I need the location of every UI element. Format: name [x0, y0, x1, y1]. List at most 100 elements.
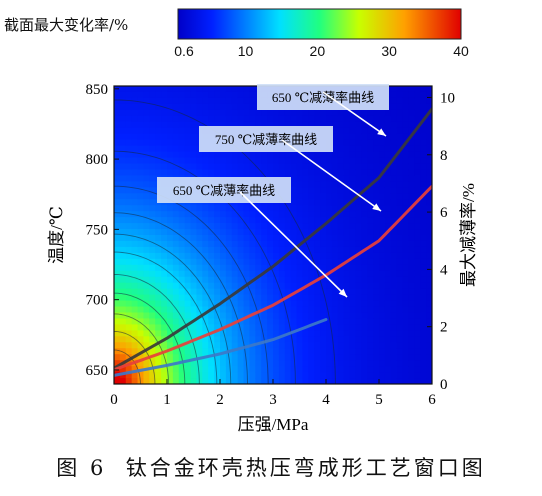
heatmap-cell: [143, 199, 150, 206]
heatmap-cell: [273, 121, 280, 129]
heatmap-cell: [390, 348, 398, 355]
heatmap-cell: [196, 223, 203, 230]
heatmap-cell: [119, 109, 127, 117]
heatmap-cell: [143, 133, 150, 141]
heatmap-cell: [155, 121, 162, 129]
heatmap-cell: [149, 139, 156, 147]
heatmap-cell: [384, 199, 392, 206]
heatmap-cell: [373, 294, 380, 302]
heatmap-cell: [331, 205, 339, 212]
heatmap-cell: [149, 115, 156, 123]
annotation-box: [257, 84, 389, 110]
heatmap-cell: [125, 103, 133, 111]
heatmap-cell: [249, 103, 256, 111]
heatmap-cell: [390, 264, 398, 272]
heatmap-cell: [390, 175, 398, 182]
heatmap-cell: [137, 121, 145, 129]
heatmap-cell: [290, 294, 298, 302]
heatmap-cell: [373, 193, 380, 200]
heatmap-cell: [290, 181, 298, 188]
heatmap-cell: [190, 348, 198, 355]
heatmap-cell: [261, 330, 268, 337]
heatmap-cell: [396, 348, 404, 355]
heatmap-cell: [384, 270, 392, 278]
heatmap-cell: [155, 229, 162, 236]
heatmap-cell: [379, 330, 386, 337]
annotation-arrow: [322, 91, 387, 137]
heatmap-cell: [208, 205, 215, 212]
heatmap-cell: [184, 354, 192, 361]
heatmap-cell: [379, 306, 386, 314]
heatmap-cell: [149, 378, 156, 384]
heatmap-cell: [214, 235, 221, 242]
heatmap-cell: [243, 306, 251, 314]
heatmap-cell: [190, 229, 198, 236]
heatmap-cell: [149, 187, 156, 194]
heatmap-cell: [361, 229, 368, 236]
heatmap-cell: [420, 217, 427, 224]
heatmap-cell: [125, 193, 133, 200]
heatmap-cell: [278, 312, 286, 320]
heatmap-cell: [190, 217, 198, 224]
heatmap-cell: [426, 86, 432, 93]
heatmap-cell: [172, 318, 180, 325]
heatmap-cell: [137, 258, 145, 266]
heatmap-cell: [261, 205, 268, 212]
heatmap-cell: [172, 366, 180, 373]
heatmap-cell: [161, 145, 168, 153]
heatmap-cell: [379, 193, 386, 200]
heatmap-cell: [402, 157, 410, 165]
heatmap-cell: [373, 163, 380, 171]
heatmap-cell: [131, 235, 139, 242]
heatmap-cell: [355, 372, 362, 379]
heatmap-cell: [373, 342, 380, 349]
heatmap-cell: [379, 372, 386, 379]
heatmap-cell: [261, 252, 268, 260]
heatmap-cell: [261, 324, 268, 331]
heatmap-cell: [167, 318, 174, 325]
heatmap-cell: [208, 342, 215, 349]
heatmap-cell: [384, 372, 392, 379]
heatmap-cell: [331, 163, 339, 171]
heatmap-cell: [149, 223, 156, 230]
heatmap-cell: [343, 145, 351, 153]
heatmap-cell: [355, 145, 362, 153]
heatmap-cell: [255, 378, 262, 384]
heatmap-cell: [278, 211, 286, 218]
heatmap-cell: [396, 157, 404, 165]
heatmap-cell: [155, 240, 162, 248]
heatmap-cell: [326, 378, 333, 384]
heatmap-cell: [149, 246, 156, 254]
heatmap-cell: [202, 240, 209, 248]
annotation-arrow: [239, 191, 348, 298]
heatmap-cell: [396, 127, 404, 135]
heatmap-cell: [426, 217, 432, 224]
heatmap-cell: [161, 264, 168, 272]
heatmap-cell: [396, 324, 404, 331]
heatmap-cell: [320, 264, 327, 272]
heatmap-cell: [414, 115, 421, 123]
heatmap-cell: [114, 246, 121, 254]
heatmap-cell: [349, 199, 357, 206]
heatmap-cell: [284, 223, 292, 230]
heatmap-cell: [355, 252, 362, 260]
heatmap-cell: [220, 157, 227, 165]
heatmap-cell: [420, 91, 427, 99]
heatmap-cell: [331, 354, 339, 361]
heatmap-cell: [379, 151, 386, 159]
heatmap-cell: [172, 91, 180, 99]
heatmap-cell: [302, 354, 309, 361]
heatmap-cell: [408, 175, 415, 182]
heatmap-cell: [225, 270, 233, 278]
heatmap-cell: [367, 252, 374, 260]
heatmap-cell: [284, 229, 292, 236]
heatmap-cell: [343, 157, 351, 165]
heatmap-cell: [367, 318, 374, 325]
heatmap-cell: [161, 205, 168, 212]
heatmap-cell: [190, 157, 198, 165]
heatmap-cell: [273, 217, 280, 224]
heatmap-cell: [402, 151, 410, 159]
heatmap-cell: [237, 372, 245, 379]
heatmap-cell: [355, 348, 362, 355]
heatmap-cell: [220, 258, 227, 266]
